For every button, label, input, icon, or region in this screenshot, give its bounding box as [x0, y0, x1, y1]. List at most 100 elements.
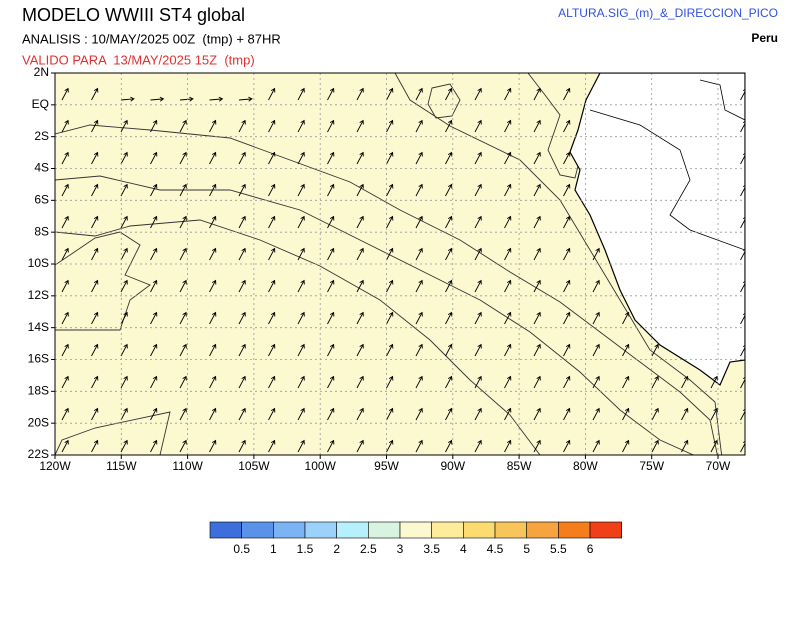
colorbar-label: 5.5 [550, 542, 567, 556]
arrow [445, 279, 453, 293]
colorbar-label: 4.5 [487, 542, 504, 556]
arrow [356, 119, 364, 133]
arrow [238, 119, 246, 133]
arrow [238, 279, 246, 293]
arrow [179, 247, 187, 261]
arrow [91, 343, 99, 357]
arrow [238, 311, 246, 325]
arrow [622, 343, 630, 357]
arrow [504, 247, 512, 261]
arrow [179, 96, 194, 102]
arrow [710, 375, 718, 389]
arrow [91, 375, 99, 389]
arrow [91, 119, 99, 133]
border [589, 79, 745, 251]
arrow [415, 311, 423, 325]
arrow [327, 119, 335, 133]
arrow [327, 407, 335, 421]
arrow [533, 119, 541, 133]
band [55, 73, 745, 455]
arrow [415, 183, 423, 197]
arrow [415, 375, 423, 389]
lat-label: 2N [34, 65, 49, 79]
arrow [268, 439, 276, 453]
arrow [563, 247, 571, 261]
arrow [386, 119, 394, 133]
arrow [563, 279, 571, 293]
arrow [238, 96, 253, 102]
map [55, 73, 745, 455]
lon-label: 110W [172, 459, 203, 473]
arrow [120, 343, 128, 357]
lon-label: 75W [639, 459, 664, 473]
arrow [592, 279, 600, 293]
arrow [445, 183, 453, 197]
arrow [563, 343, 571, 357]
lat-label: 10S [28, 256, 49, 270]
arrow [622, 439, 630, 453]
arrows [61, 87, 745, 453]
arrow [327, 247, 335, 261]
arrow [415, 407, 423, 421]
colorbar-label: 2 [333, 542, 340, 556]
lon-label: 115W [106, 459, 137, 473]
colorbar-box [336, 521, 369, 539]
arrow [238, 375, 246, 389]
band [427, 83, 461, 119]
arrow [150, 215, 158, 229]
arrow [179, 311, 187, 325]
arrow [740, 312, 745, 325]
arrow [563, 87, 571, 101]
arrow [91, 407, 99, 421]
arrow [91, 87, 99, 101]
arrow [297, 375, 305, 389]
arrow [474, 151, 482, 165]
arrow [356, 183, 364, 197]
arrow [297, 343, 305, 357]
arrow [356, 279, 364, 293]
colorbar-label: 0.5 [233, 542, 250, 556]
arrow [592, 439, 600, 453]
arrow [740, 216, 745, 229]
arrow [209, 183, 217, 197]
arrow [209, 375, 217, 389]
arrow [563, 183, 571, 197]
grid [55, 73, 745, 455]
arrow [740, 376, 745, 389]
arrow [120, 215, 128, 229]
arrow [297, 215, 305, 229]
arrow [268, 311, 276, 325]
arrow [415, 247, 423, 261]
arrow [533, 151, 541, 165]
colorbar-box [399, 521, 432, 539]
lat-label: 12S [28, 288, 49, 302]
arrow [445, 215, 453, 229]
arrow [533, 439, 541, 453]
arrow [504, 87, 512, 101]
arrow [238, 215, 246, 229]
arrow [297, 439, 305, 453]
arrow [61, 439, 69, 453]
arrow [150, 151, 158, 165]
arrow [740, 408, 745, 421]
arrow [297, 119, 305, 133]
arrow [681, 407, 689, 421]
arrow [651, 375, 659, 389]
arrow [61, 119, 69, 133]
lat-label: 2S [34, 129, 49, 143]
lon-label: 95W [374, 459, 399, 473]
arrow [504, 375, 512, 389]
lon-label: 100W [305, 459, 337, 473]
arrow [386, 215, 394, 229]
arrow [504, 119, 512, 133]
colorbar-label: 6 [587, 542, 594, 556]
arrow [710, 439, 718, 453]
arrow [622, 407, 630, 421]
arrow [120, 279, 128, 293]
arrow [268, 343, 276, 357]
arrow [268, 279, 276, 293]
lon-label: 105W [238, 459, 270, 473]
arrow [327, 311, 335, 325]
arrow [356, 311, 364, 325]
